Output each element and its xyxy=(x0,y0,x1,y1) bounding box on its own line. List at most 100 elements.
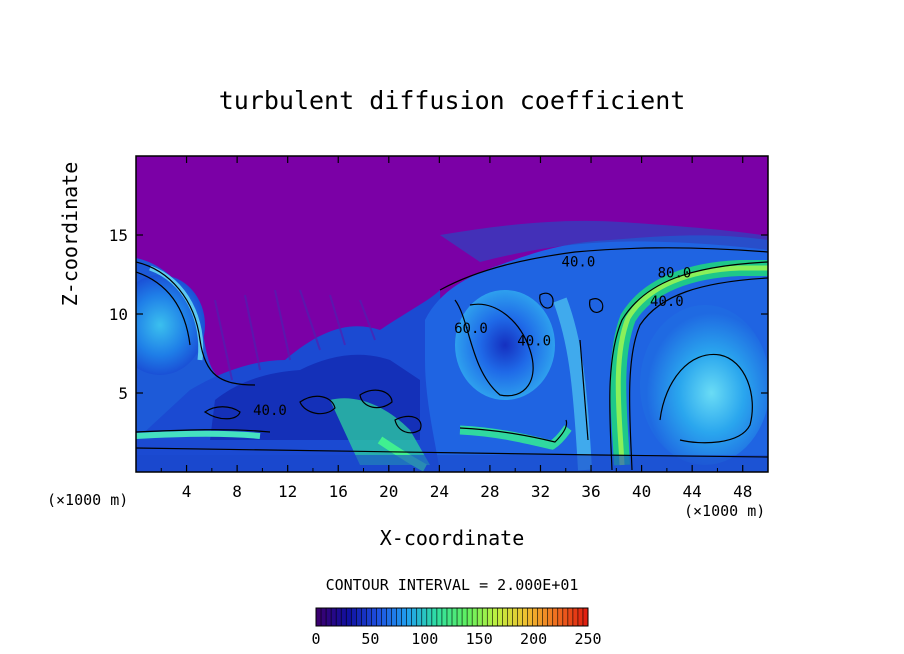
colorbar-swatch xyxy=(562,608,569,626)
colorbar-swatch xyxy=(532,608,538,626)
colorbar-swatch xyxy=(462,608,468,626)
contour-lines xyxy=(136,247,768,471)
colorbar-swatch xyxy=(577,608,584,626)
right-vortex xyxy=(640,305,768,465)
colorbar-swatch xyxy=(366,608,372,626)
colorbar-swatch xyxy=(467,608,473,626)
colorbar xyxy=(315,607,589,627)
colorbar-swatch xyxy=(401,608,407,626)
colorbar-swatch xyxy=(376,608,382,626)
y-tick-label: 5 xyxy=(118,384,128,403)
y-tick-label: 10 xyxy=(109,305,128,324)
x-tick-label: 44 xyxy=(683,482,702,501)
x-tick-label: 16 xyxy=(329,482,348,501)
contour-labels: 40.0 40.0 60.0 80.0 40.0 40.0 xyxy=(253,255,691,420)
colorbar-swatch xyxy=(547,608,554,626)
colorbar-swatch xyxy=(512,608,518,626)
colorbar-swatch xyxy=(331,608,337,626)
low-level-green-ribbon xyxy=(459,425,572,450)
colorbar-tick-label: 50 xyxy=(361,630,379,648)
colorbar-swatch xyxy=(557,608,564,626)
colorbar-swatch xyxy=(567,608,574,626)
colorbar-swatch xyxy=(346,608,352,626)
colorbar-swatch xyxy=(457,608,463,626)
x-axis-ticks: 4 8 12 16 20 24 28 32 36 40 44 48 xyxy=(160,156,752,501)
colorbar-swatch xyxy=(391,608,397,626)
colorbar-swatch xyxy=(361,608,367,626)
colorbar-swatch xyxy=(552,608,559,626)
colorbar-swatch xyxy=(351,608,357,626)
contour-label: 80.0 xyxy=(658,266,692,282)
colorbar-swatch xyxy=(356,608,362,626)
x-tick-label: 20 xyxy=(379,482,398,501)
colorbar-swatch xyxy=(431,608,438,626)
x-tick-label: 8 xyxy=(232,482,242,501)
contour-label: 60.0 xyxy=(454,321,488,337)
colorbar-swatch xyxy=(572,608,579,626)
colorbar-tick-label: 0 xyxy=(311,630,320,648)
x-tick-label: 28 xyxy=(480,482,499,501)
x-tick-label: 32 xyxy=(531,482,550,501)
colorbar-swatch xyxy=(421,608,428,626)
colorbar-swatch xyxy=(416,608,423,626)
colorbar-swatch xyxy=(341,608,347,626)
y-axis-label: Z-coordinate xyxy=(58,161,82,307)
colorbar-swatch xyxy=(446,608,453,626)
green-arc-core xyxy=(615,265,768,466)
colorbar-swatch xyxy=(502,608,508,626)
x-tick-label: 40 xyxy=(632,482,651,501)
colorbar-swatch xyxy=(527,608,533,626)
y-axis-ticks: 5 10 15 xyxy=(109,226,768,403)
colorbar-swatch xyxy=(497,608,503,626)
colorbar-swatch xyxy=(487,608,493,626)
contour-interval-text: CONTOUR INTERVAL = 2.000E+01 xyxy=(325,576,579,594)
colorbar-swatch xyxy=(426,608,433,626)
surface-layer xyxy=(136,455,768,472)
middle-vortex xyxy=(455,290,555,400)
chart-title: turbulent diffusion coefficient xyxy=(218,86,686,115)
x-tick-label: 36 xyxy=(581,482,600,501)
x-unit-left: (×1000 m) xyxy=(47,491,129,509)
colorbar-tick-label: 250 xyxy=(574,630,601,648)
x-axis-label: X-coordinate xyxy=(379,526,525,550)
field-layer: 40.0 40.0 60.0 80.0 40.0 40.0 xyxy=(136,156,768,472)
colorbar-swatch xyxy=(477,608,483,626)
x-unit-right: (×1000 m) xyxy=(684,502,766,520)
colorbar-tick-label: 150 xyxy=(466,630,493,648)
colorbar-swatch xyxy=(411,608,418,626)
contour-label: 40.0 xyxy=(650,294,684,310)
x-tick-label: 12 xyxy=(278,482,297,501)
x-tick-label: 4 xyxy=(182,482,192,501)
central-green-patch xyxy=(330,398,430,465)
colorbar-swatch xyxy=(492,608,498,626)
filaments xyxy=(214,289,376,381)
colorbar-frame xyxy=(315,607,589,627)
colorbar-swatch xyxy=(482,608,488,626)
colorbar-swatch xyxy=(386,608,392,626)
colorbar-tick-label: 200 xyxy=(520,630,547,648)
colorbar-swatch xyxy=(336,608,342,626)
y-tick-label: 15 xyxy=(109,226,128,245)
upper-shear-layer xyxy=(440,220,768,262)
colorbar-swatch xyxy=(326,608,332,626)
colorbar-swatch xyxy=(316,608,322,626)
contour-label: 40.0 xyxy=(517,334,551,350)
colorbar-swatch xyxy=(517,608,523,626)
colorbar-swatch xyxy=(472,608,478,626)
rising-plume xyxy=(553,297,592,471)
surface-band-left xyxy=(136,430,261,439)
colorbar-swatch xyxy=(441,608,448,626)
colorbar-swatch xyxy=(436,608,443,626)
colorbar-swatch xyxy=(537,608,543,626)
colorbar-swatch xyxy=(452,608,458,626)
colorbar-swatch xyxy=(381,608,387,626)
colorbar-swatch xyxy=(522,608,528,626)
colorbar-swatch xyxy=(406,608,413,626)
contour-label: 40.0 xyxy=(562,255,596,271)
colorbar-swatch xyxy=(396,608,402,626)
x-tick-label: 48 xyxy=(733,482,752,501)
colorbar-swatch xyxy=(371,608,377,626)
colorbar-swatch xyxy=(582,608,589,626)
colorbar-swatch xyxy=(321,608,327,626)
contour-label: 40.0 xyxy=(253,403,287,419)
